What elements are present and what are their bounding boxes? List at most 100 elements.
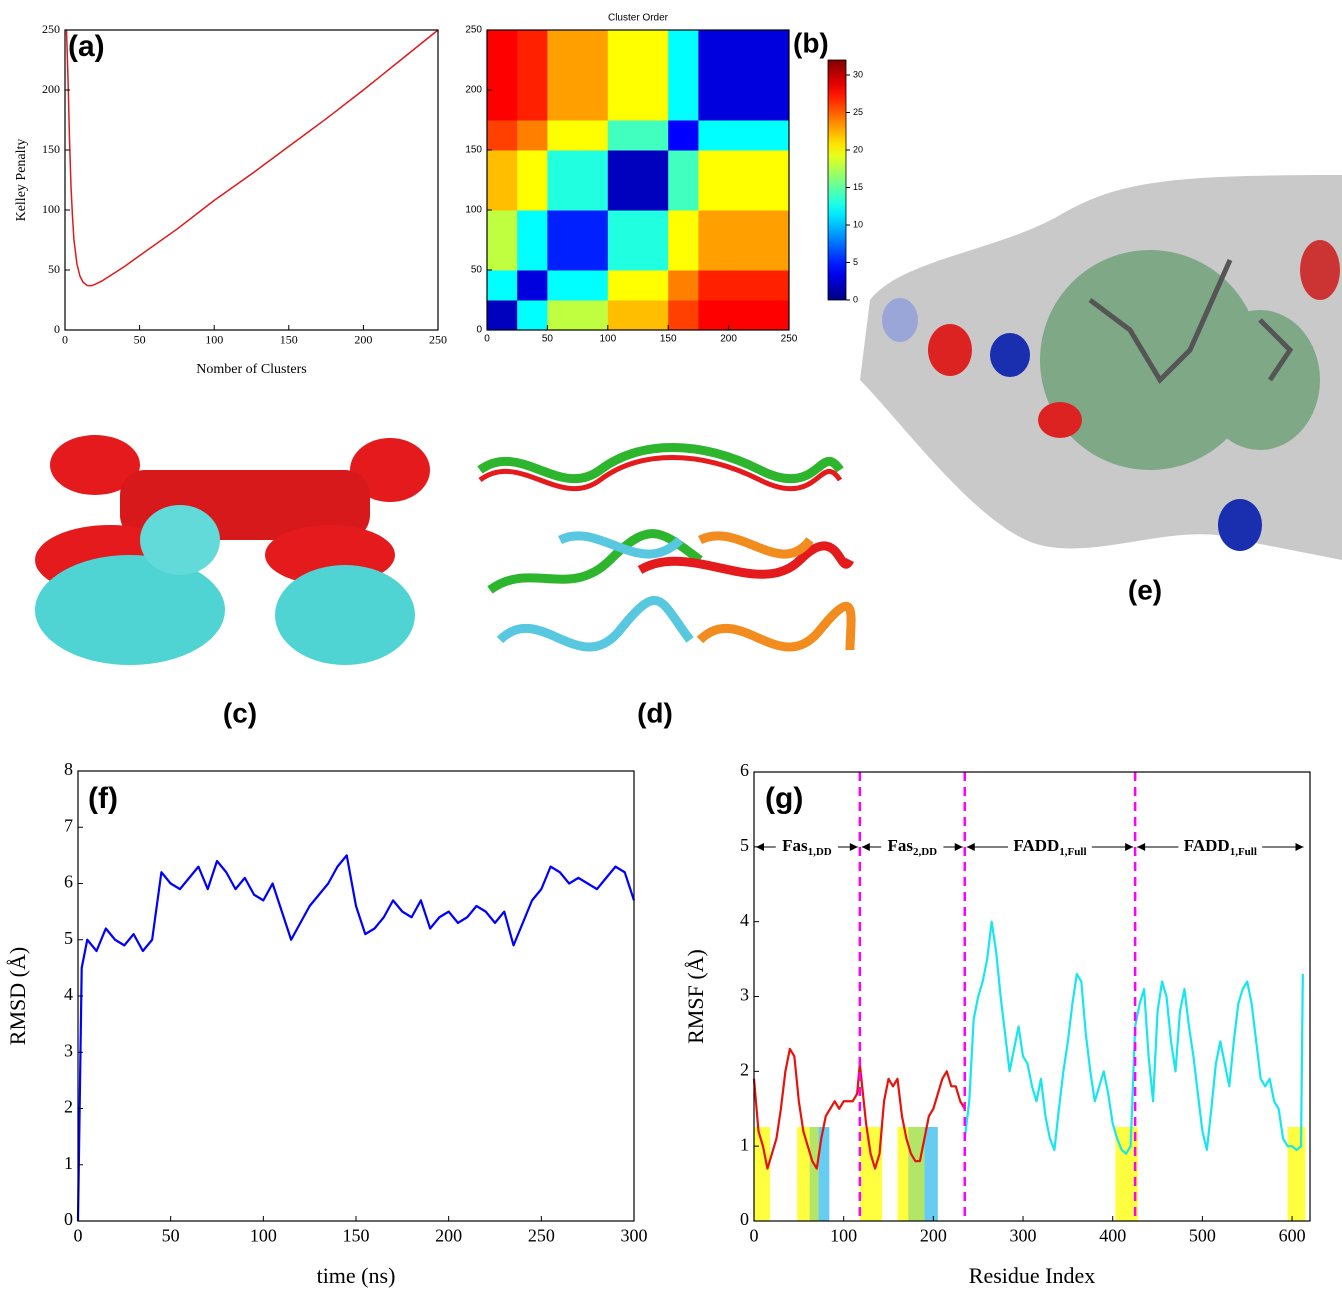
heat-cell (668, 240, 699, 271)
heat-cell (607, 150, 639, 181)
chart-title: Cluster Order (608, 13, 669, 24)
heat-cell (698, 270, 730, 301)
heat-cell (547, 90, 579, 121)
colorbar-tick-label: 25 (853, 107, 863, 117)
heat-cell (607, 90, 639, 121)
heat-cell (728, 240, 760, 271)
heat-cell (607, 210, 639, 241)
panel-label: (b) (793, 27, 829, 58)
heat-cell (698, 150, 730, 181)
heat-cell (728, 150, 760, 181)
y-tick-label: 5 (64, 928, 73, 948)
heat-cell (728, 180, 760, 211)
highlight-band (908, 1127, 925, 1221)
heat-cell (638, 120, 669, 151)
highlight-band (797, 1127, 810, 1221)
heat-cell (607, 270, 639, 301)
panel-label: (g) (765, 782, 803, 815)
heat-cell (698, 90, 730, 121)
colorbar (827, 59, 847, 301)
x-tick-label: 250 (528, 1225, 555, 1245)
heat-cell (728, 60, 760, 91)
colorbar-tick-label: 0 (853, 294, 858, 304)
heat-cell (668, 120, 699, 151)
y-axis-label: RMSD (Å) (5, 947, 30, 1045)
y-tick-label: 0 (54, 322, 60, 336)
colorbar-tick-label: 5 (853, 257, 858, 267)
y-tick-label: 5 (740, 835, 749, 855)
x-tick-label: 0 (62, 333, 68, 347)
x-tick-label: 300 (621, 1225, 648, 1245)
axes-frame (486, 29, 790, 331)
y-tick-label: 0 (476, 325, 482, 336)
heat-cell (638, 60, 669, 91)
region-label: Fas2,DD (887, 836, 937, 858)
panel-label: (c) (223, 697, 257, 728)
highlight-band (754, 1127, 771, 1221)
heat-cell (607, 240, 639, 271)
heat-cell (758, 240, 790, 271)
heat-cell (758, 150, 790, 181)
x-tick-label: 600 (1279, 1225, 1306, 1245)
heat-cell (517, 210, 548, 241)
y-tick-label: 6 (64, 872, 73, 892)
x-tick-label: 100 (830, 1225, 857, 1245)
heat-cell (638, 270, 669, 301)
x-axis-label: Nomber of Clusters (196, 362, 306, 377)
heat-cell (638, 90, 669, 121)
heat-cell (698, 120, 730, 151)
heat-cell (577, 300, 609, 331)
y-axis-label: RMSF (Å) (683, 949, 708, 1044)
heat-cell (487, 150, 518, 181)
heat-cell (728, 210, 760, 241)
x-tick-label: 50 (542, 334, 554, 345)
data-line (76, 854, 636, 1222)
heat-cell (728, 300, 760, 331)
heat-cell (517, 90, 548, 121)
heat-cell (487, 270, 518, 301)
region-label-main: Fas (887, 836, 913, 855)
x-tick-label: 100 (599, 334, 616, 345)
x-tick-label: 0 (750, 1225, 759, 1245)
heat-cell (547, 30, 579, 61)
heat-cell (728, 30, 760, 61)
heat-cell (698, 30, 730, 61)
y-axis-label: Kelley Penalty (14, 139, 29, 222)
y-tick-label: 250 (42, 22, 60, 36)
heat-cell (758, 300, 790, 331)
x-tick-label: 50 (134, 333, 146, 347)
heat-cell (517, 180, 548, 211)
heat-cell (758, 180, 790, 211)
y-tick-label: 100 (42, 202, 60, 216)
highlight-band (897, 1127, 909, 1221)
heat-cell (698, 60, 730, 91)
x-tick-label: 0 (484, 334, 490, 345)
x-tick-label: 150 (660, 334, 677, 345)
region-label-sub: 1,Full (1230, 846, 1257, 858)
x-tick-label: 400 (1099, 1225, 1126, 1245)
region-label-sub: 1,DD (808, 846, 832, 858)
x-axis-label: time (ns) (317, 1263, 396, 1288)
highlight-band (859, 1127, 883, 1221)
heat-cell (517, 120, 548, 151)
colorbar-tick-label: 30 (853, 69, 863, 79)
axes-frame (64, 29, 439, 331)
data-line (963, 920, 1304, 1155)
heat-cell (547, 300, 579, 331)
heat-cell (577, 180, 609, 211)
heat-cell (577, 240, 609, 271)
y-tick-label: 3 (64, 1040, 73, 1060)
label-bg (1008, 835, 1092, 859)
heat-cell (668, 90, 699, 121)
x-tick-label: 300 (1010, 1225, 1037, 1245)
heat-cell (547, 60, 579, 91)
structure-ensemble (35, 435, 430, 665)
label-bg (1178, 835, 1263, 859)
heat-cell (577, 150, 609, 181)
heat-cell (668, 30, 699, 61)
heat-cell (638, 180, 669, 211)
panel-label: (e) (1128, 574, 1162, 605)
heat-cell (728, 270, 760, 301)
region-label: FADD1,Full (1184, 836, 1257, 858)
